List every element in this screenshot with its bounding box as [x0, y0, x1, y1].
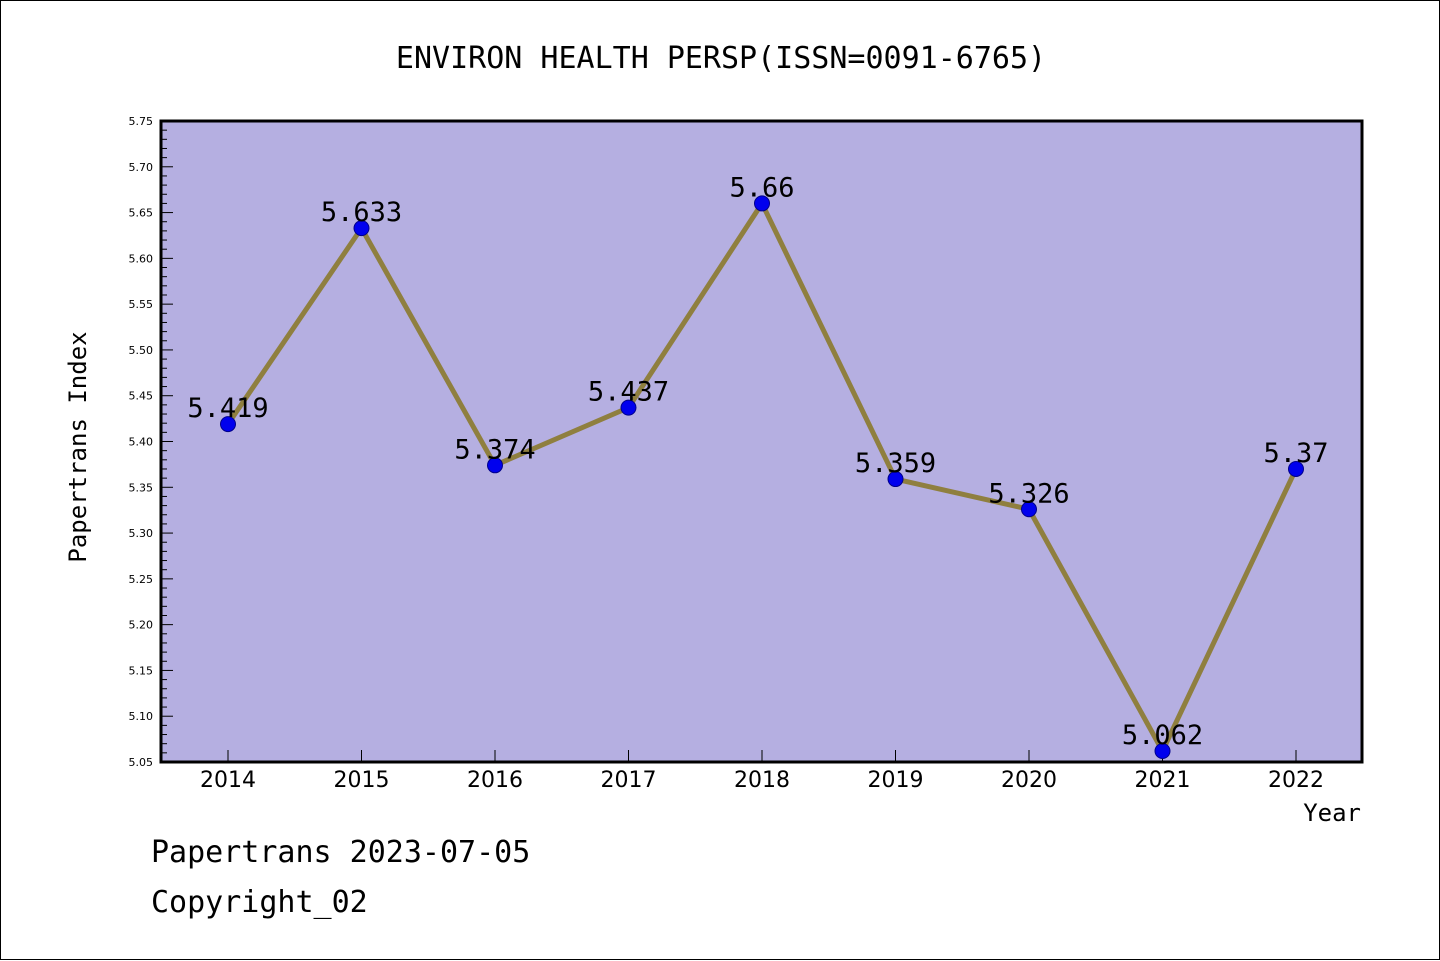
data-label: 5.374 [454, 434, 535, 465]
y-tick-label: 5.20 [129, 619, 154, 632]
y-axis-ticks: 5.05 5.10 5.15 5.20 5.25 5.30 5.35 5.40 5.45 5.50… [129, 115, 173, 769]
y-tick-label: 5.50 [129, 344, 154, 357]
y-tick-label: 5.05 [129, 756, 154, 769]
data-label: 5.633 [321, 197, 402, 228]
data-label: 5.326 [988, 478, 1069, 509]
x-tick-label: 2022 [1268, 768, 1324, 793]
x-tick-label: 2015 [334, 768, 390, 793]
data-label: 5.419 [187, 393, 268, 424]
x-tick-label: 2019 [868, 768, 924, 793]
plot-border [159, 119, 1364, 764]
y-tick-label: 5.75 [129, 115, 154, 128]
data-label: 5.062 [1122, 720, 1203, 751]
y-tick-label: 5.15 [129, 664, 154, 677]
data-point [1154, 743, 1171, 760]
data-point [353, 220, 370, 237]
chart-title: ENVIRON HEALTH PERSP(ISSN=0091-6765) [396, 41, 1046, 76]
data-label: 5.66 [729, 172, 794, 203]
y-tick-label: 5.65 [129, 207, 154, 220]
footer-date-line: Papertrans 2023-07-05 [151, 835, 531, 870]
y-tick-label: 5.40 [129, 436, 154, 449]
data-point [1021, 501, 1037, 518]
data-label: 5.359 [855, 448, 936, 479]
data-point [220, 416, 236, 433]
series-layer: 5.419 5.633 5.374 5.437 5.66 5.359 5.326 5.062 5… [187, 172, 1329, 760]
x-tick-label: 2020 [1001, 768, 1057, 793]
footer-copyright-line: Copyright_02 [151, 885, 368, 920]
x-tick-label: 2014 [200, 768, 256, 793]
data-label: 5.437 [588, 377, 669, 408]
y-tick-label: 5.70 [129, 161, 154, 174]
y-tick-label: 5.25 [129, 573, 154, 586]
y-axis-label: Papertrans Index [64, 331, 92, 562]
data-point [487, 457, 503, 474]
y-tick-label: 5.55 [129, 298, 154, 311]
x-tick-label: 2016 [467, 768, 523, 793]
data-point [620, 399, 637, 416]
x-tick-label: 2018 [734, 768, 790, 793]
y-tick-label: 5.60 [129, 252, 154, 265]
x-tick-label: 2017 [601, 768, 657, 793]
data-label: 5.37 [1263, 438, 1328, 469]
x-axis-ticks: 2014 2015 2016 2017 2018 2019 2020 2021 2022 [200, 750, 1324, 793]
data-point [754, 195, 770, 212]
data-point [887, 471, 904, 488]
y-tick-label: 5.10 [129, 710, 154, 723]
x-tick-label: 2021 [1135, 768, 1191, 793]
y-tick-label: 5.30 [129, 527, 154, 540]
y-tick-label: 5.45 [129, 390, 154, 403]
y-tick-label: 5.35 [129, 481, 154, 494]
x-axis-label: Year [1303, 799, 1361, 827]
data-point [1288, 460, 1304, 477]
